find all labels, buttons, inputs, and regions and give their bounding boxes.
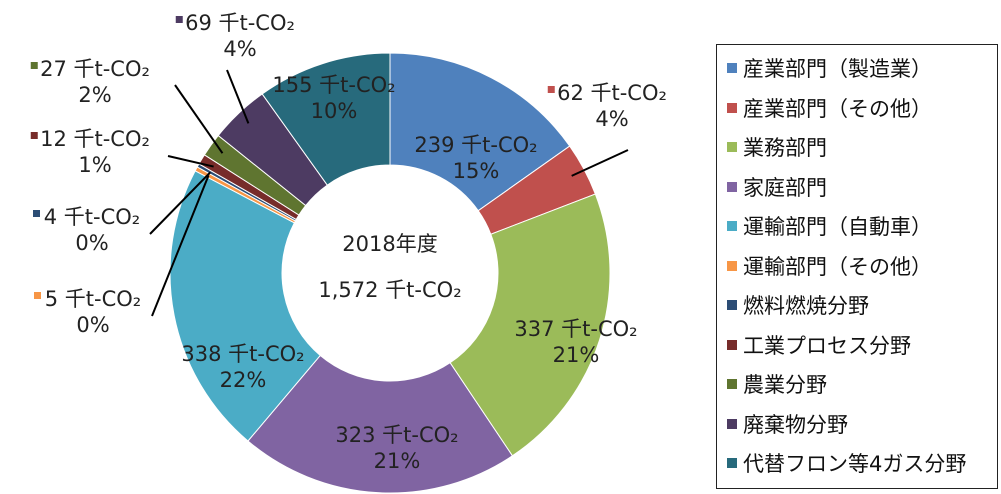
slice-value-label: 323 千t-CO₂ <box>335 423 458 447</box>
slice-percent-label: 21% <box>374 449 421 473</box>
slice-value-label: 5 千t-CO₂ <box>45 287 141 311</box>
legend-swatch <box>727 458 737 468</box>
slice-value-label: 69 千t-CO₂ <box>185 11 295 35</box>
slice-value-label: 337 千t-CO₂ <box>514 317 637 341</box>
label-color-marker <box>30 132 38 139</box>
legend-label: 業務部門 <box>743 136 827 160</box>
slice-value-label: 12 千t-CO₂ <box>40 127 150 151</box>
slice-percent-label: 0% <box>76 313 109 337</box>
legend-swatch <box>727 181 737 192</box>
label-color-marker <box>34 292 41 299</box>
label-color-marker <box>33 210 40 217</box>
slice-5 <box>169 170 321 442</box>
leader-line <box>226 69 250 124</box>
leader-line <box>167 155 214 168</box>
legend-swatch <box>727 63 737 73</box>
legend-item: 運輸部門（自動車） <box>727 211 932 241</box>
legend-item: 産業部門（その他） <box>727 93 932 123</box>
slice-3 <box>449 193 611 457</box>
label-color-marker <box>175 16 183 23</box>
legend-label: 代替フロン等4ガス分野 <box>743 452 967 476</box>
legend-label: 廃棄物分野 <box>743 412 848 437</box>
slice-percent-label: 2% <box>78 83 111 107</box>
legend-swatch <box>727 300 737 310</box>
label-color-marker <box>30 62 38 69</box>
slice-value-label: 27 千t-CO₂ <box>40 57 150 81</box>
slice-4 <box>247 354 514 494</box>
slice-11 <box>261 52 391 186</box>
legend-item: 燃料燃焼分野 <box>727 290 869 320</box>
slice-value-label: 338 千t-CO₂ <box>181 342 304 366</box>
legend-item: 家庭部門 <box>727 172 827 202</box>
legend-swatch <box>727 221 737 231</box>
leader-line <box>571 149 629 177</box>
legend-swatch <box>727 260 737 271</box>
legend: 産業部門（製造業） 産業部門（その他） 業務部門家庭部門運輸部門（自動車） 運輸部門（… <box>716 44 998 489</box>
legend-item: 業務部門 <box>727 132 827 162</box>
center-total: 1,572 千t-CO₂ <box>318 278 461 302</box>
legend-label: 工業プロセス分野 <box>743 333 911 358</box>
slice-value-label: 4 千t-CO₂ <box>44 205 140 229</box>
legend-label: 運輸部門（その他） <box>743 254 932 279</box>
legend-item: 工業プロセス分野 <box>727 330 911 360</box>
slice-percent-label: 21% <box>553 343 600 367</box>
legend-label: 農業分野 <box>743 373 827 397</box>
slice-percent-label: 1% <box>78 153 111 177</box>
leader-line <box>174 84 224 154</box>
legend-swatch <box>727 379 737 389</box>
legend-label: 家庭部門 <box>743 175 827 200</box>
legend-swatch <box>727 102 737 113</box>
legend-item: 代替フロン等4ガス分野 <box>727 448 966 478</box>
center-year: 2018年度 <box>342 232 437 256</box>
legend-item: 産業部門（製造業） <box>727 53 932 83</box>
legend-label: 燃料燃焼分野 <box>743 294 869 318</box>
legend-item: 農業分野 <box>727 369 827 399</box>
slice-percent-label: 4% <box>223 37 256 61</box>
leader-line <box>151 175 210 317</box>
legend-item: 運輸部門（その他） <box>727 251 932 281</box>
slice-1 <box>389 52 571 212</box>
slice-percent-label: 0% <box>75 231 108 255</box>
slice-value-label: 62 千t-CO₂ <box>557 81 667 105</box>
slice-percent-label: 15% <box>453 159 500 183</box>
legend-label: 産業部門（その他） <box>743 96 932 121</box>
legend-item: 廃棄物分野 <box>727 409 848 439</box>
slice-value-label: 239 千t-CO₂ <box>414 133 537 157</box>
legend-swatch <box>727 418 737 429</box>
slice-percent-label: 22% <box>220 368 267 392</box>
slice-percent-label: 10% <box>311 99 358 123</box>
legend-swatch <box>727 142 737 152</box>
leader-line <box>149 171 212 235</box>
slice-percent-label: 4% <box>595 107 628 131</box>
slice-value-label: 155 千t-CO₂ <box>272 73 395 97</box>
label-color-marker <box>547 86 555 93</box>
legend-label: 運輸部門（自動車） <box>743 215 932 239</box>
legend-label: 産業部門（製造業） <box>743 57 932 81</box>
legend-swatch <box>727 339 737 350</box>
